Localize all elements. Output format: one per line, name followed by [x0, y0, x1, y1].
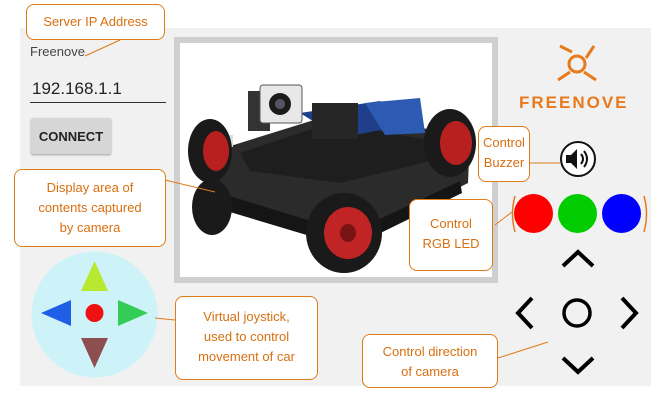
callout-display-line3: by camera — [59, 220, 121, 235]
callout-joystick-line3: movement of car — [198, 349, 295, 364]
callout-camera-direction: Control direction of camera — [362, 334, 498, 388]
camera-right-chevron-icon[interactable] — [618, 295, 642, 331]
camera-left-chevron-icon[interactable] — [512, 295, 536, 331]
callout-joystick-line1: Virtual joystick, — [203, 309, 290, 324]
callout-rgb-led: Control RGB LED — [409, 199, 493, 271]
camera-down-chevron-icon[interactable] — [560, 354, 596, 378]
callout-buzzer-line1: Control — [483, 135, 525, 150]
joystick-down-arrow-icon — [81, 338, 108, 368]
callout-display-area: Display area of contents captured by cam… — [14, 169, 166, 247]
callout-camera-line2: of camera — [401, 364, 459, 379]
connect-button[interactable]: CONNECT — [31, 118, 111, 154]
callout-rgb-line2: RGB LED — [422, 236, 480, 251]
camera-up-chevron-icon[interactable] — [560, 246, 596, 270]
camera-center-circle-icon[interactable] — [560, 296, 594, 330]
callout-camera-line1: Control direction — [382, 344, 478, 359]
joystick-knob — [85, 304, 104, 322]
callout-rgb-line1: Control — [430, 216, 472, 231]
server-ip-input[interactable] — [30, 76, 166, 103]
led-bracket-left — [511, 195, 516, 233]
callout-display-line1: Display area of — [46, 180, 134, 195]
led-green-button[interactable] — [558, 194, 597, 233]
joystick-left-arrow-icon — [41, 300, 71, 326]
server-label: Freenove — [30, 44, 85, 59]
camera-video-area — [180, 43, 492, 277]
callout-joystick-line2: used to control — [203, 329, 290, 344]
joystick-up-arrow-icon — [81, 261, 108, 291]
led-bracket-right — [643, 195, 648, 233]
robot-car-image — [188, 84, 476, 273]
freenove-logo-icon — [557, 44, 597, 82]
led-red-button[interactable] — [514, 194, 553, 233]
speaker-icon[interactable] — [558, 140, 598, 178]
led-blue-button[interactable] — [602, 194, 641, 233]
joystick-right-arrow-icon — [118, 300, 148, 326]
callout-server-ip: Server IP Address — [26, 4, 165, 40]
callout-display-line2: contents captured — [38, 200, 142, 215]
callout-server-ip-text: Server IP Address — [43, 14, 148, 29]
freenove-logo-text: FREENOVE — [519, 93, 629, 112]
callout-buzzer: Control Buzzer — [478, 126, 530, 182]
callout-joystick: Virtual joystick, used to control moveme… — [175, 296, 318, 380]
callout-buzzer-line2: Buzzer — [483, 155, 525, 170]
virtual-joystick[interactable] — [31, 251, 158, 378]
